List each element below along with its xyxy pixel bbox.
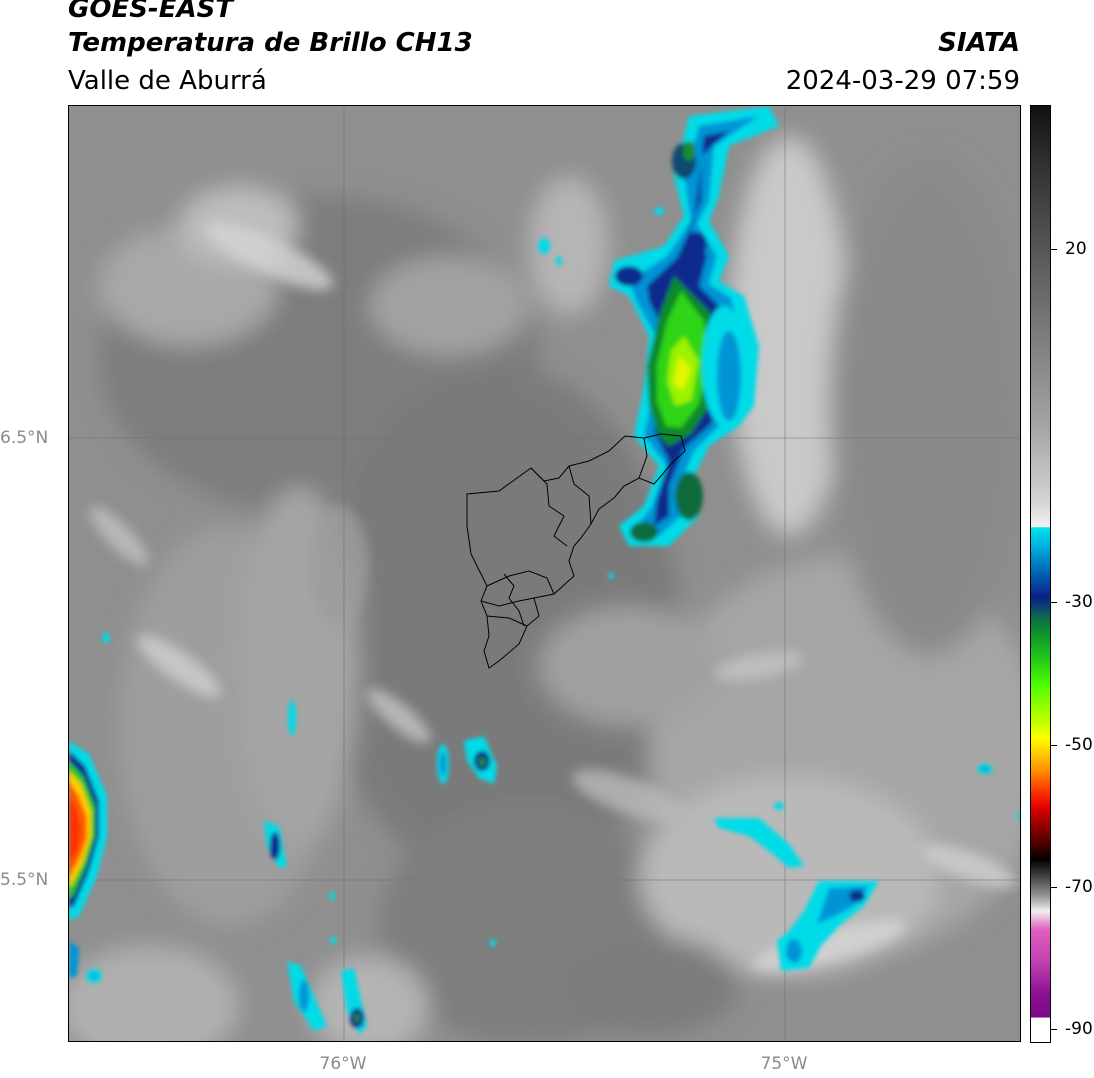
map-canvas — [69, 106, 1020, 1041]
convective-cell-southeast — [714, 818, 879, 971]
lat-label-5.5n: 5.5°N — [0, 870, 49, 890]
colorbar-label: -70 — [1065, 877, 1093, 897]
colorbar-label: 20 — [1065, 239, 1087, 259]
colorbar-label: -90 — [1065, 1019, 1093, 1039]
small-cold-cells — [102, 207, 1020, 1034]
convective-cell-west — [69, 741, 107, 983]
temperature-colorbar — [1030, 105, 1051, 1043]
lat-label-6.5n: 6.5°N — [0, 428, 49, 448]
colorbar-tick — [1051, 249, 1057, 250]
boundary-2 — [568, 465, 592, 525]
colorbar-tick — [1051, 887, 1057, 888]
colorbar-tick — [1051, 602, 1057, 603]
region-title: Valle de Aburrá — [68, 66, 267, 96]
boundary-4 — [480, 597, 535, 607]
boundary-7 — [638, 437, 648, 479]
boundary-6 — [486, 615, 528, 627]
organization-label: SIATA — [938, 28, 1020, 58]
satellite-title: GOES-EAST — [68, 0, 234, 24]
colorbar-label: -30 — [1065, 592, 1093, 612]
satellite-map[interactable] — [68, 105, 1021, 1042]
boundary-3 — [486, 570, 555, 595]
lon-label-76w: 76°W — [319, 1054, 367, 1074]
timestamp-label: 2024-03-29 07:59 — [785, 66, 1020, 96]
product-title: Temperatura de Brillo CH13 — [68, 28, 473, 58]
colorbar-tick — [1051, 1029, 1057, 1030]
colorbar-label: -50 — [1065, 735, 1093, 755]
municipal-boundaries — [466, 433, 686, 669]
boundary-5 — [503, 573, 525, 627]
colorbar-tick — [1051, 745, 1057, 746]
boundary-1 — [530, 467, 568, 547]
lon-label-75w: 75°W — [760, 1054, 808, 1074]
graticule — [69, 106, 1020, 1041]
gray-texture — [69, 136, 1020, 1041]
